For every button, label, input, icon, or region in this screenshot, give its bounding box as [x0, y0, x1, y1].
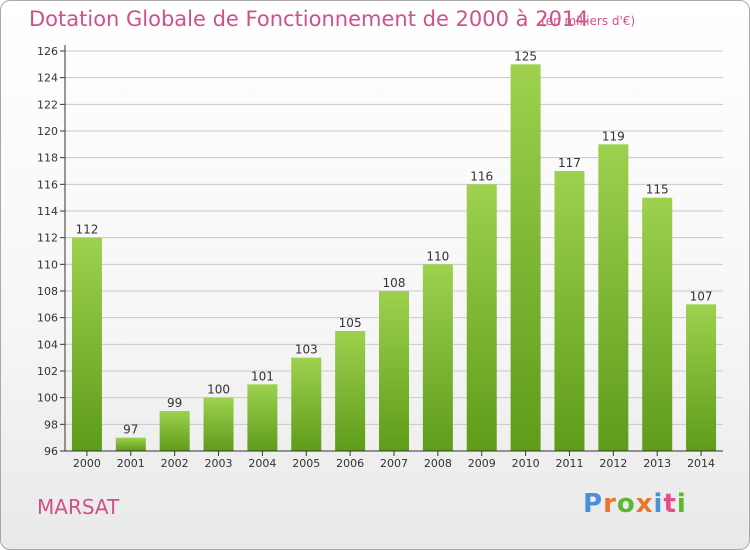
bar	[422, 264, 453, 451]
y-tick-label: 116	[37, 178, 58, 191]
y-tick-label: 110	[37, 258, 58, 271]
bar	[642, 197, 673, 451]
proxiti-logo: Proxiti	[583, 489, 693, 529]
y-tick-label: 96	[44, 445, 58, 458]
data-label: 110	[426, 249, 449, 263]
data-label: 105	[339, 316, 362, 330]
data-label: 101	[251, 369, 274, 383]
x-tick-label: 2008	[424, 457, 452, 470]
y-tick-label: 126	[37, 45, 58, 58]
y-tick-label: 122	[37, 98, 58, 111]
x-tick-label: 2011	[555, 457, 583, 470]
x-tick-label: 2005	[292, 457, 320, 470]
logo-letter: r	[603, 489, 617, 519]
logo-letter: i	[676, 489, 687, 519]
data-label: 97	[123, 423, 138, 437]
y-tick-label: 106	[37, 312, 58, 325]
y-tick-label: 102	[37, 365, 58, 378]
data-label: 112	[75, 223, 98, 237]
bar	[247, 384, 278, 451]
y-tick-label: 112	[37, 232, 58, 245]
bar	[335, 331, 366, 451]
y-tick-label: 118	[37, 152, 58, 165]
logo-letter: o	[616, 489, 636, 519]
bar	[203, 397, 234, 451]
data-label: 99	[167, 396, 182, 410]
logo-letter: x	[635, 489, 654, 519]
bar	[686, 304, 717, 451]
x-tick-label: 2003	[205, 457, 233, 470]
bar	[510, 64, 541, 452]
bar	[115, 437, 146, 451]
x-tick-label: 2012	[599, 457, 627, 470]
x-tick-label: 2004	[248, 457, 276, 470]
y-tick-label: 104	[37, 338, 58, 351]
logo-letter: P	[583, 489, 604, 519]
bar	[598, 144, 629, 452]
data-label: 119	[602, 129, 625, 143]
y-tick-label: 124	[37, 72, 58, 85]
data-label: 117	[558, 156, 581, 170]
x-tick-label: 2006	[336, 457, 364, 470]
bar	[379, 291, 409, 451]
data-label: 103	[295, 343, 318, 357]
logo-text: Proxiti	[583, 489, 687, 519]
y-tick-label: 98	[44, 418, 58, 431]
data-label: 115	[646, 183, 669, 197]
y-tick-label: 108	[37, 285, 58, 298]
y-tick-label: 114	[37, 205, 58, 218]
chart-title: Dotation Globale de Fonctionnement de 20…	[29, 7, 589, 31]
bar	[554, 171, 585, 451]
data-label: 107	[690, 289, 713, 303]
bar	[71, 237, 102, 451]
unit-note: (en milliers d'€)	[541, 14, 636, 28]
x-tick-label: 2010	[512, 457, 540, 470]
y-tick-label: 100	[37, 392, 58, 405]
y-tick-label: 120	[37, 125, 58, 138]
x-tick-label: 2001	[117, 457, 145, 470]
data-label: 125	[514, 49, 537, 63]
x-tick-label: 2014	[687, 457, 715, 470]
x-tick-label: 2002	[161, 457, 189, 470]
data-label: 116	[470, 169, 493, 183]
logo-letter: t	[663, 489, 677, 519]
x-tick-label: 2000	[73, 457, 101, 470]
data-label: 100	[207, 383, 230, 397]
bar	[159, 411, 190, 451]
commune-name: MARSAT	[37, 495, 120, 519]
logo-letter: i	[653, 489, 664, 519]
x-tick-label: 2009	[468, 457, 496, 470]
x-tick-label: 2013	[643, 457, 671, 470]
bar	[291, 357, 322, 451]
x-tick-label: 2007	[380, 457, 408, 470]
data-label: 108	[383, 276, 406, 290]
bar	[466, 184, 497, 452]
